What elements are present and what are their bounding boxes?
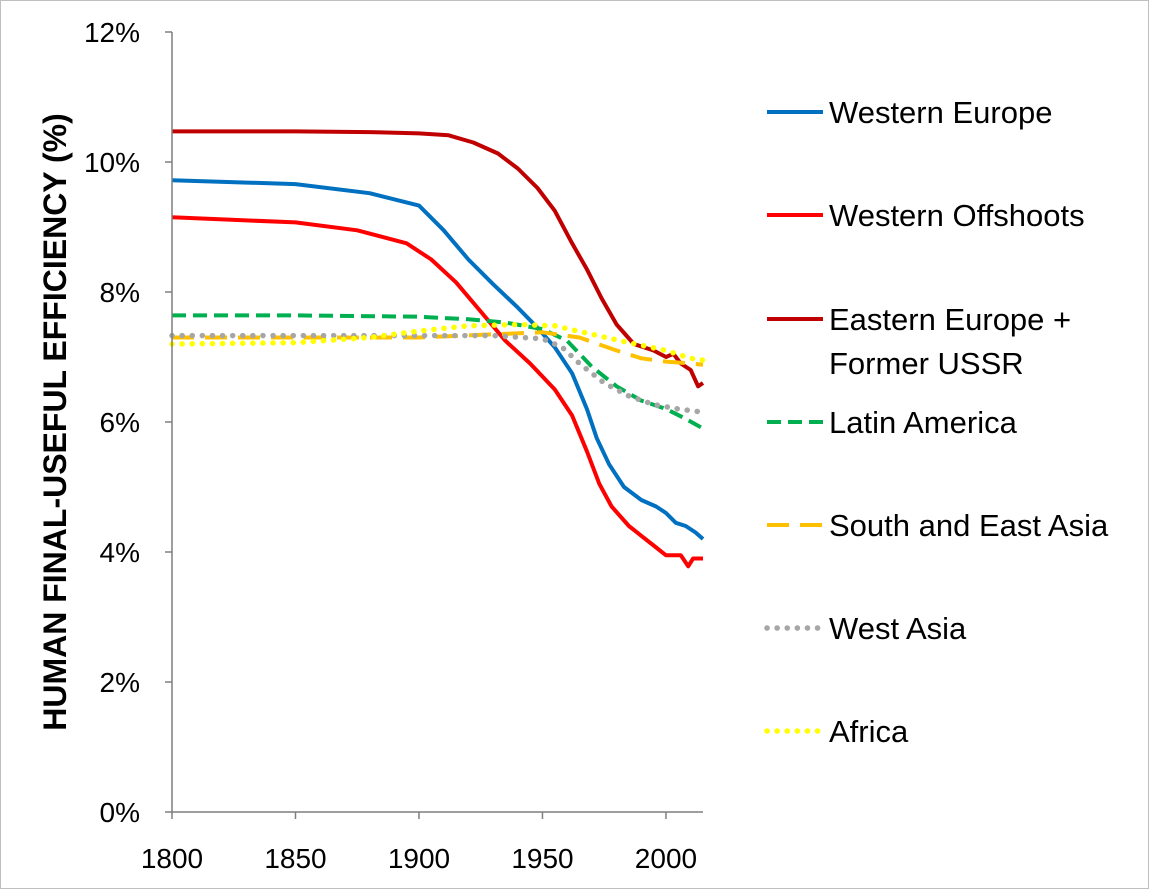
y-axis-title: HUMAN FINAL-USEFUL EFFICIENCY (%) xyxy=(37,113,73,730)
y-tick-label: 10% xyxy=(84,147,140,178)
x-axis-ticks: 1800 1850 1900 1950 2000 xyxy=(141,812,697,874)
legend-label-3: Former USSR xyxy=(829,346,1024,381)
legend-label-4: Latin America xyxy=(829,405,1018,440)
x-tick-label: 1950 xyxy=(511,843,573,874)
y-tick-label: 4% xyxy=(100,537,140,568)
series-line-2 xyxy=(171,215,703,569)
y-tick-label: 6% xyxy=(100,407,140,438)
series-line-5 xyxy=(172,330,704,367)
series-line-6 xyxy=(169,332,706,415)
legend-label-7: Africa xyxy=(829,714,909,749)
y-tick-label: 0% xyxy=(100,797,140,828)
x-tick-label: 1800 xyxy=(141,843,203,874)
series-line-7 xyxy=(169,321,706,363)
legend-label-1: Western Europe xyxy=(829,95,1052,130)
x-tick-label: 1900 xyxy=(388,843,450,874)
legend-label-5: South and East Asia xyxy=(829,508,1109,543)
y-tick-label: 12% xyxy=(84,17,140,48)
legend-label-3: Eastern Europe + xyxy=(829,302,1071,337)
legend-label-2: Western Offshoots xyxy=(829,198,1085,233)
plot-area xyxy=(169,129,706,569)
series-line-1 xyxy=(171,178,705,541)
x-tick-label: 1850 xyxy=(264,843,326,874)
y-axis-ticks: 0% 2% 4% 6% 8% 10% 12% xyxy=(84,17,172,828)
legend: Western Europe Western Offshoots Eastern E… xyxy=(764,95,1109,749)
axes xyxy=(171,32,703,813)
y-tick-label: 2% xyxy=(100,667,140,698)
x-tick-label: 2000 xyxy=(635,843,697,874)
legend-label-6: West Asia xyxy=(829,611,967,646)
y-tick-label: 8% xyxy=(100,277,140,308)
series-line-3 xyxy=(172,129,705,389)
